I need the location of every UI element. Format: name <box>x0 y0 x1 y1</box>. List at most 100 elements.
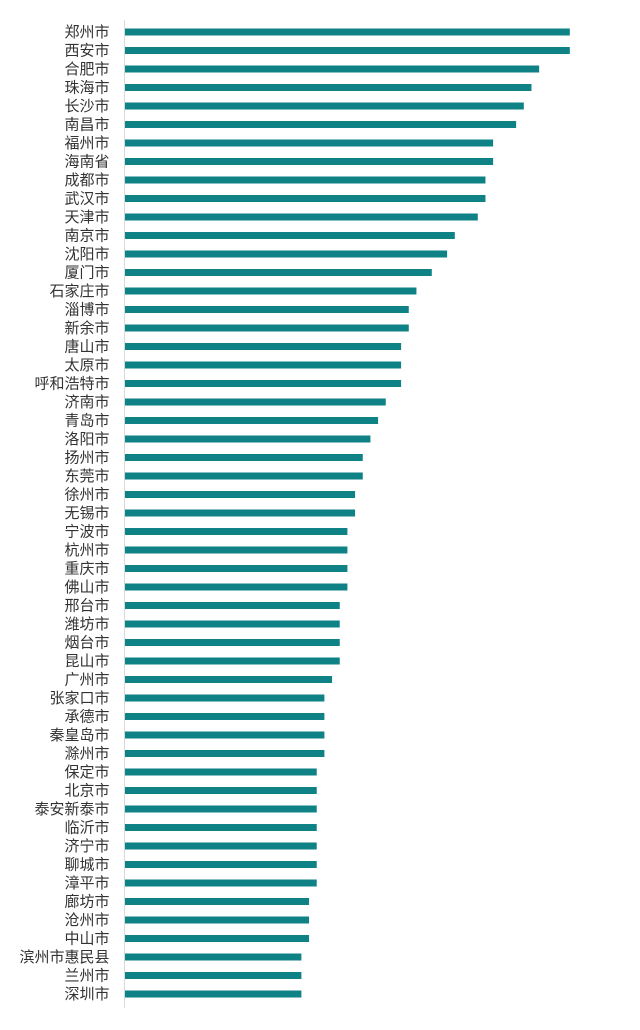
category-label: 聊城市 <box>64 856 109 874</box>
category-label: 洛阳市 <box>64 430 109 448</box>
category-label: 武汉市 <box>64 190 109 208</box>
bar <box>125 750 325 757</box>
category-label: 重庆市 <box>64 560 109 578</box>
bar <box>125 287 417 295</box>
category-label: 郑州市 <box>64 23 109 41</box>
category-label: 徐州市 <box>64 486 109 504</box>
category-label: 廊坊市 <box>64 893 109 911</box>
category-label: 承德市 <box>64 708 109 726</box>
category-label: 北京市 <box>64 782 109 800</box>
category-label: 沈阳市 <box>64 245 109 263</box>
bar <box>125 879 317 887</box>
category-label: 昆山市 <box>64 652 109 670</box>
bar <box>125 898 310 905</box>
bar <box>125 565 348 572</box>
bar <box>125 306 409 313</box>
category-label: 潍坊市 <box>64 615 109 633</box>
category-label: 临沂市 <box>64 819 109 837</box>
bar <box>125 990 302 998</box>
bar <box>125 435 371 443</box>
bar <box>125 102 524 110</box>
category-label: 泰安新泰市 <box>34 800 109 818</box>
category-label: 淄博市 <box>64 301 109 319</box>
category-label: 宁波市 <box>64 523 109 541</box>
category-labels-group: 郑州市西安市合肥市珠海市长沙市南昌市福州市海南省成都市武汉市天津市南京市沈阳市厦… <box>19 23 109 1003</box>
category-label: 杭州市 <box>64 541 109 559</box>
bar <box>125 583 348 591</box>
category-label: 南昌市 <box>64 116 109 134</box>
category-label: 兰州市 <box>64 967 109 985</box>
category-label: 扬州市 <box>64 449 109 467</box>
category-label: 新余市 <box>64 319 109 337</box>
category-label: 济宁市 <box>64 837 109 855</box>
category-label: 唐山市 <box>64 338 109 356</box>
bar <box>125 528 348 535</box>
bar <box>125 195 486 202</box>
category-label: 滁州市 <box>64 745 109 763</box>
bar <box>125 694 325 702</box>
bar <box>125 324 409 332</box>
bars-group <box>125 28 570 998</box>
bar <box>125 176 486 184</box>
bar <box>125 861 317 868</box>
category-label: 邢台市 <box>64 597 109 615</box>
category-label: 烟台市 <box>64 634 109 652</box>
bar <box>125 824 317 831</box>
bar <box>125 232 455 239</box>
bar <box>125 602 340 609</box>
category-label: 滨州市惠民县 <box>19 948 109 966</box>
category-label: 天津市 <box>64 208 109 226</box>
bar <box>125 639 340 646</box>
bar <box>125 65 540 73</box>
bar <box>125 250 448 258</box>
bar <box>125 953 302 961</box>
bar <box>125 472 363 480</box>
category-label: 西安市 <box>64 42 109 60</box>
category-label: 南京市 <box>64 227 109 245</box>
category-label: 珠海市 <box>64 79 109 97</box>
bar <box>125 509 356 517</box>
bar <box>125 676 333 683</box>
bar <box>125 343 402 350</box>
category-label: 东莞市 <box>64 467 109 485</box>
bar <box>125 417 379 424</box>
category-label: 广州市 <box>64 671 109 689</box>
bar <box>125 768 317 776</box>
category-label: 石家庄市 <box>49 282 109 300</box>
bar <box>125 972 302 979</box>
bar <box>125 713 325 720</box>
bar <box>125 213 478 221</box>
bar <box>125 47 570 54</box>
bar <box>125 916 310 924</box>
category-label: 福州市 <box>64 134 109 152</box>
category-label: 厦门市 <box>64 264 109 282</box>
category-label: 太原市 <box>64 356 109 374</box>
category-label: 张家口市 <box>49 689 109 707</box>
category-label: 长沙市 <box>64 97 109 115</box>
category-label: 保定市 <box>64 763 109 781</box>
category-label: 青岛市 <box>64 412 109 430</box>
bar <box>125 28 570 36</box>
bar <box>125 935 310 942</box>
bar <box>125 158 494 165</box>
bar <box>125 380 402 387</box>
bar <box>125 139 494 147</box>
category-label: 佛山市 <box>64 578 109 596</box>
bar <box>125 491 356 498</box>
bar <box>125 787 317 794</box>
bar <box>125 805 317 813</box>
category-label: 海南省 <box>64 153 109 171</box>
category-label: 成都市 <box>64 171 109 189</box>
category-label: 沧州市 <box>64 911 109 929</box>
bar <box>125 398 386 406</box>
bar <box>125 731 325 739</box>
category-label: 深圳市 <box>64 985 109 1003</box>
bar <box>125 269 432 276</box>
category-label: 合肥市 <box>64 60 109 78</box>
bar <box>125 454 363 461</box>
category-label: 济南市 <box>64 393 109 411</box>
bar <box>125 620 340 628</box>
category-label: 无锡市 <box>64 504 109 522</box>
bar <box>125 121 517 128</box>
